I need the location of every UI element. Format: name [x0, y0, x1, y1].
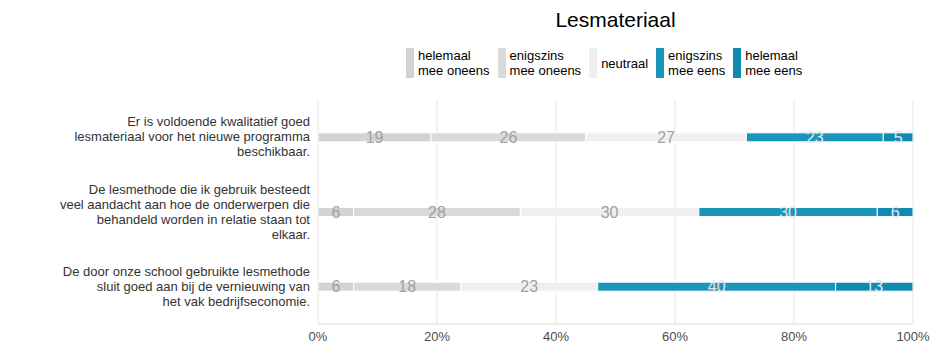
- html-text:helemaal: helemaal: [418, 48, 471, 63]
- svg-text:5: 5: [894, 129, 903, 146]
- html-text:helemaal: helemaal: [745, 48, 798, 63]
- svg-text:26: 26: [500, 129, 518, 146]
- svg-text:23: 23: [806, 129, 824, 146]
- html-text:mee eens: mee eens: [668, 63, 726, 78]
- svg-text:23: 23: [520, 278, 538, 295]
- svg-text:19: 19: [366, 129, 384, 146]
- svg-text:20%: 20%: [424, 329, 450, 344]
- html-text:Lesmateriaal: Lesmateriaal: [555, 8, 676, 31]
- html-text:mee eens: mee eens: [745, 63, 803, 78]
- svg-text:80%: 80%: [781, 329, 807, 344]
- svg-text:13: 13: [865, 278, 883, 295]
- svg-text:30: 30: [601, 204, 619, 221]
- svg-text:Er is voldoende kwalitatief go: Er is voldoende kwalitatief goedlesmater…: [74, 114, 310, 159]
- svg-text:De lesmethode die ik gebruik b: De lesmethode die ik gebruik besteedtvee…: [60, 182, 310, 242]
- svg-text:18: 18: [398, 278, 416, 295]
- html-text:enigszins: enigszins: [509, 48, 564, 63]
- svg-text:6: 6: [891, 204, 900, 221]
- svg-text:60%: 60%: [662, 329, 688, 344]
- html-text:enigszins: enigszins: [668, 48, 723, 63]
- html-text:mee oneens: mee oneens: [418, 63, 490, 78]
- svg-text:De door onze school gebruikte: De door onze school gebruikte lesmethode…: [63, 264, 310, 309]
- svg-text:28: 28: [428, 204, 446, 221]
- html-text:mee oneens: mee oneens: [509, 63, 582, 78]
- html-text:neutraal: neutraal: [601, 55, 649, 71]
- svg-text:40%: 40%: [543, 329, 569, 344]
- svg-text:6: 6: [331, 204, 340, 221]
- svg-text:27: 27: [657, 129, 675, 146]
- svg-text:100%: 100%: [896, 329, 930, 344]
- svg-text:0%: 0%: [309, 329, 328, 344]
- svg-text:6: 6: [331, 278, 340, 295]
- svg-text:40: 40: [708, 278, 726, 295]
- svg-text:30: 30: [779, 204, 797, 221]
